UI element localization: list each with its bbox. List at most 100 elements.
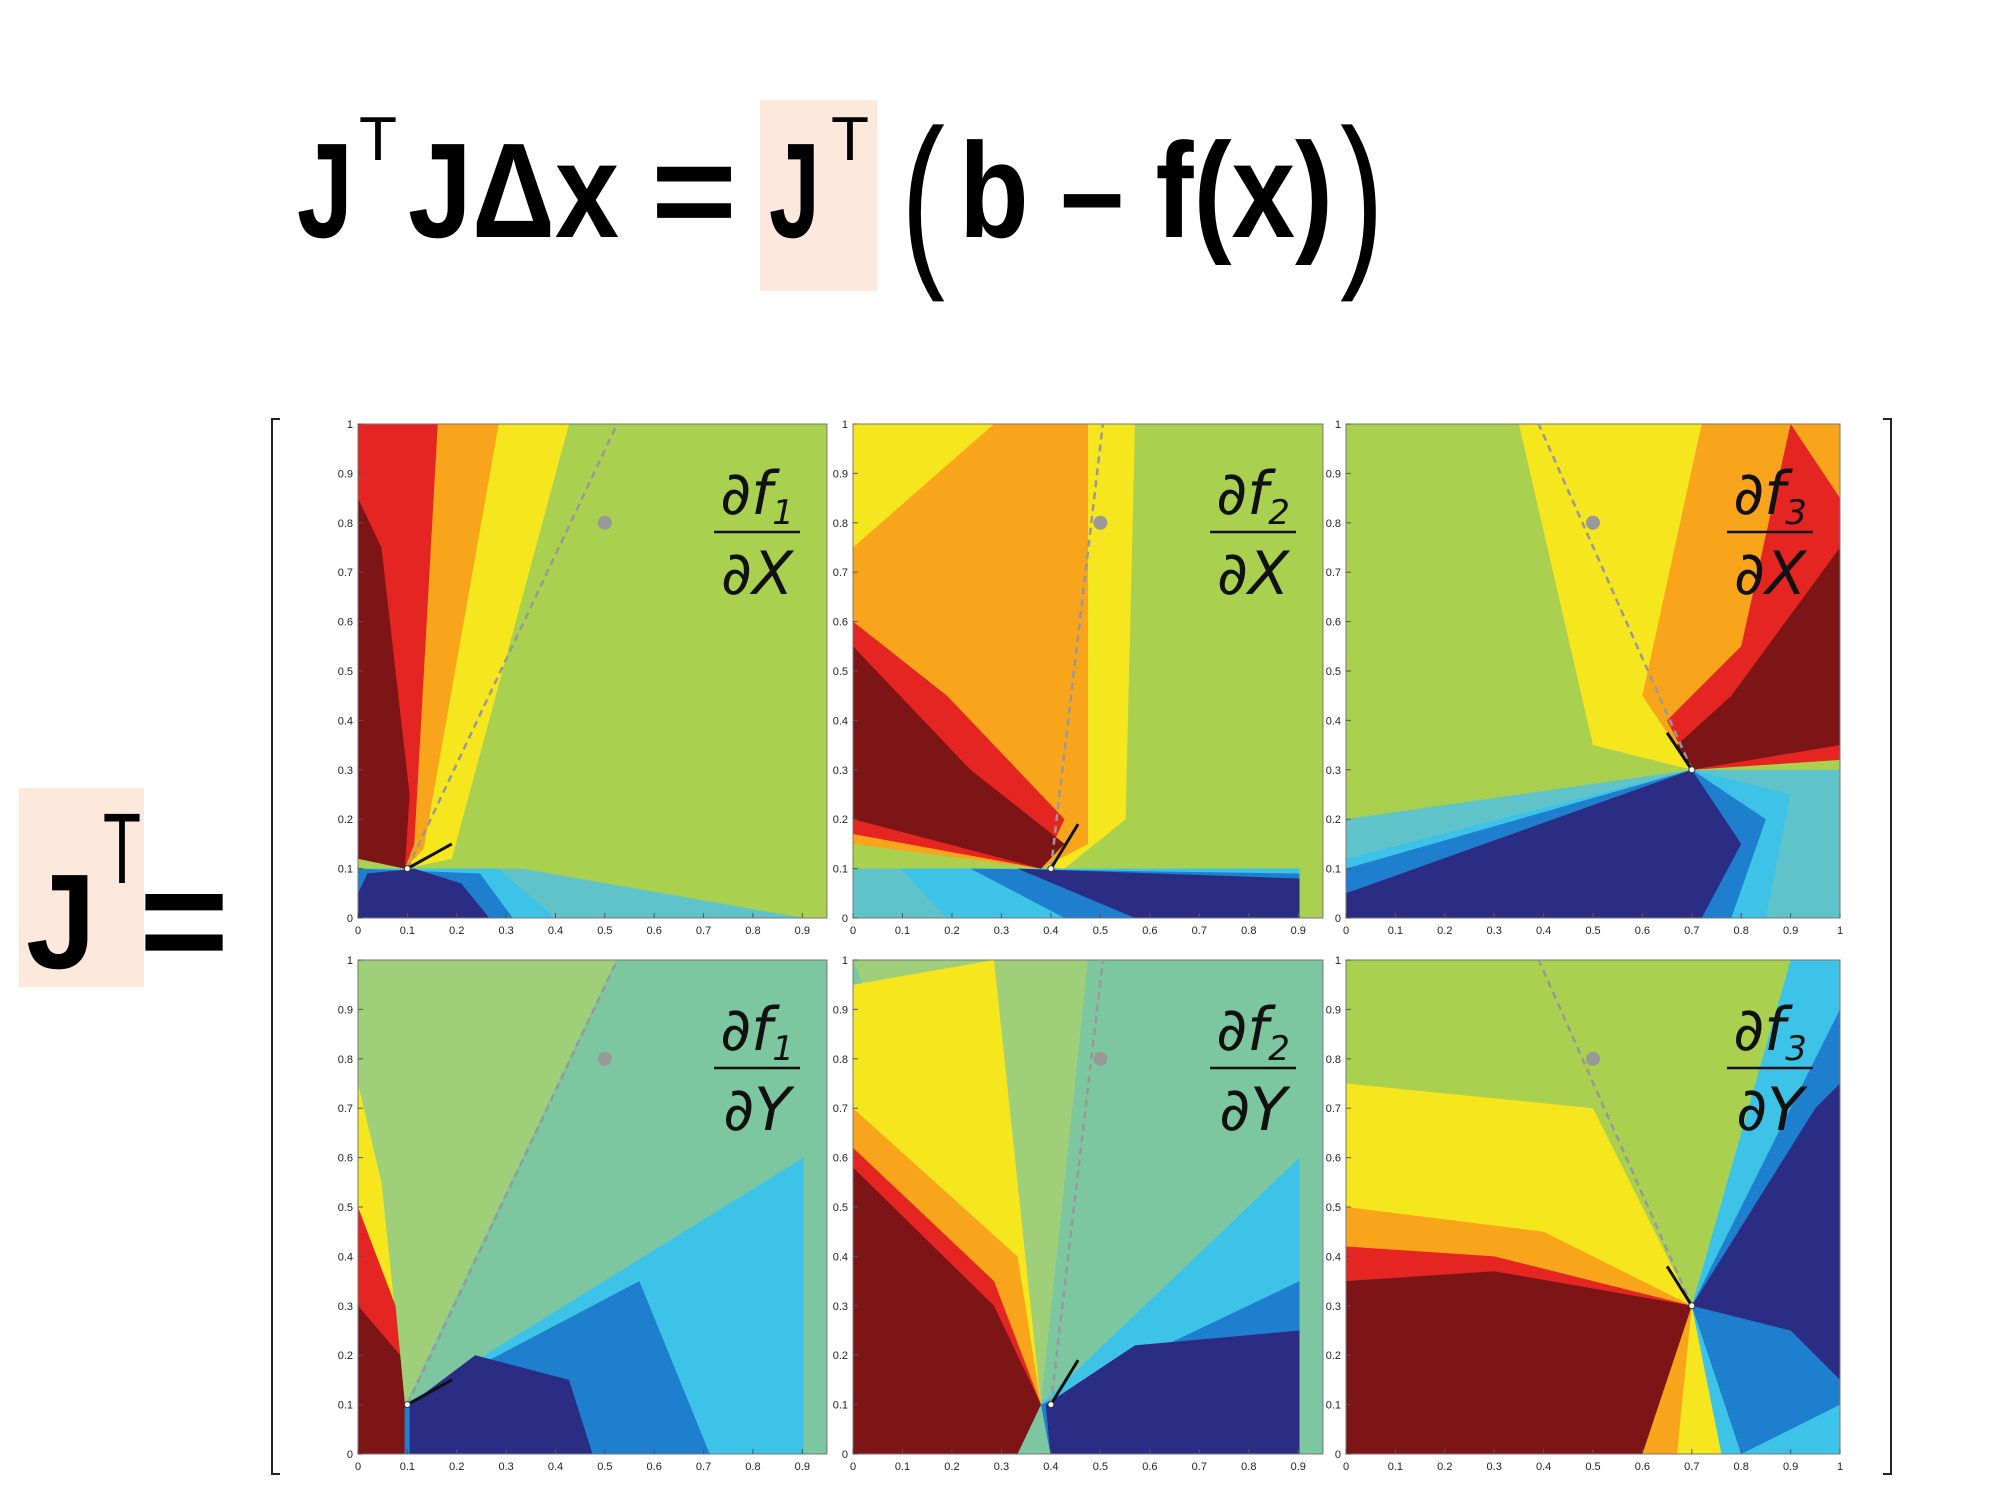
y-tick-label: 0.5 — [1326, 666, 1341, 678]
y-tick-label: 1 — [1335, 955, 1341, 967]
y-tick-label: 0 — [1335, 1449, 1341, 1461]
label-subscript: 2 — [1268, 493, 1290, 533]
highlight — [19, 788, 144, 987]
bearing-ray — [1049, 959, 1105, 1405]
x-tick-label: 0 — [850, 925, 856, 937]
y-tick-label: 0.7 — [1326, 1103, 1341, 1115]
label-subscript: 2 — [1268, 1029, 1290, 1069]
panel: 0 0.1 0.2 0.3 0.4 0.5 0.6 0.7 0.8 0.9 1 0 0.1 0.2 0.3 0… — [1326, 419, 1843, 937]
label-denominator: ∂X — [1734, 539, 1808, 609]
field-band — [1346, 1271, 1692, 1454]
y-tick-label: 0.8 — [1326, 518, 1341, 530]
anchor-point — [403, 1401, 411, 1409]
target-point — [1093, 1051, 1108, 1066]
x-tick-label: 0.6 — [1635, 1461, 1650, 1473]
label-denominator: ∂X — [721, 539, 795, 609]
field-band — [1676, 547, 1840, 770]
y-tick-label: 0.6 — [833, 617, 848, 629]
eq-j: J — [769, 115, 820, 266]
panel: 0 0.1 0.2 0.3 0.4 0.5 0.6 0.7 0.8 0.9 1 0 0.1 0.2 0.3 0… — [1326, 955, 1843, 1473]
field-band — [853, 646, 1065, 869]
y-tick-label: 0.9 — [833, 468, 848, 480]
x-tick-label: 0.7 — [696, 1461, 711, 1473]
field — [1346, 960, 1840, 1454]
y-tick-label: 0.6 — [1326, 1153, 1341, 1165]
x-tick-label: 0.7 — [1684, 925, 1699, 937]
target-point — [1586, 515, 1600, 530]
label-subscript: 3 — [1785, 493, 1807, 533]
x-tick-label: 0.9 — [795, 925, 810, 937]
x-tick-label: 0.9 — [1783, 1461, 1798, 1473]
y-tick-label: 0.4 — [833, 715, 848, 727]
y-tick-label: 0.3 — [1326, 765, 1341, 777]
x-tick-label: 1 — [1837, 1461, 1843, 1473]
field-band — [1045, 1330, 1300, 1454]
x-tick-label: 0.4 — [1043, 925, 1058, 937]
x-tick-label: 0.4 — [1043, 1461, 1058, 1473]
y-tick-label: 0.3 — [833, 765, 848, 777]
field-band — [853, 1167, 1041, 1454]
y-tick-label: 0.9 — [1326, 468, 1341, 480]
x-tick-label: 0.1 — [400, 925, 415, 937]
x-tick-label: 0.7 — [696, 925, 711, 937]
eq-rhs: b – f(x) — [959, 115, 1333, 266]
label-numerator-text: ∂f — [1216, 995, 1276, 1065]
x-tick-label: 0.2 — [449, 1461, 464, 1473]
y-tick-label: 0.1 — [833, 1400, 848, 1412]
x-tick-label: 0.1 — [895, 1461, 910, 1473]
field-band — [1017, 868, 1300, 918]
y-tick-label: 0.5 — [338, 1202, 353, 1214]
eq-equals: = — [651, 115, 737, 266]
y-tick-label: 0.4 — [1326, 1251, 1341, 1263]
x-tick-label: 0.9 — [1291, 1461, 1306, 1473]
y-tick-label: 0.6 — [338, 617, 353, 629]
x-tick-label: 0.6 — [647, 1461, 662, 1473]
label-numerator-text: ∂f — [720, 459, 780, 529]
label-numerator: ∂f1 — [720, 459, 794, 533]
label-numerator-text: ∂f — [1733, 459, 1793, 529]
anchor-point — [1047, 1401, 1055, 1409]
eq-sup: T — [359, 105, 397, 174]
x-tick-label: 0.3 — [994, 1461, 1009, 1473]
x-tick-label: 0 — [355, 925, 361, 937]
eq-paren: ( — [901, 91, 945, 303]
x-tick-label: 0.9 — [1783, 925, 1798, 937]
x-tick-label: 0.5 — [1585, 1461, 1600, 1473]
x-tick-label: 0.7 — [1192, 1461, 1207, 1473]
y-tick-label: 0.9 — [338, 1004, 353, 1016]
anchor-point — [1688, 1302, 1696, 1310]
y-tick-label: 0 — [347, 1449, 353, 1461]
x-tick-label: 0.5 — [597, 1461, 612, 1473]
y-tick-label: 0.7 — [338, 567, 353, 579]
x-tick-label: 0.9 — [795, 1461, 810, 1473]
y-tick-label: 0.2 — [338, 814, 353, 826]
y-tick-label: 0 — [1335, 913, 1341, 925]
label-numerator: ∂f2 — [1216, 995, 1290, 1069]
label-numerator-text: ∂f — [1216, 459, 1276, 529]
y-tick-label: 0.5 — [1326, 1202, 1341, 1214]
y-tick-label: 0.2 — [833, 814, 848, 826]
y-tick-label: 0.7 — [833, 1103, 848, 1115]
x-tick-label: 0.4 — [548, 925, 563, 937]
x-tick-label: 0 — [355, 1461, 361, 1473]
target-point — [1586, 1051, 1600, 1066]
bearing-ray — [406, 959, 619, 1406]
x-tick-label: 0.9 — [1291, 925, 1306, 937]
label-denominator: ∂X — [1217, 539, 1291, 609]
x-tick-label: 0.7 — [1192, 925, 1207, 937]
y-tick-label: 0.9 — [833, 1004, 848, 1016]
anchor-point — [403, 865, 411, 873]
anchor-point — [1047, 865, 1055, 873]
y-tick-label: 0.9 — [1326, 1004, 1341, 1016]
field — [1346, 424, 1840, 918]
y-tick-label: 0.1 — [1326, 864, 1341, 876]
y-tick-label: 0.8 — [338, 1054, 353, 1066]
label-numerator: ∂f2 — [1216, 459, 1290, 533]
label-numerator: ∂f3 — [1733, 459, 1807, 533]
y-tick-label: 0.2 — [1326, 1350, 1341, 1362]
eq-paren: ) — [1340, 91, 1384, 303]
bearing-ray — [1537, 959, 1693, 1307]
y-tick-label: 0.9 — [338, 468, 353, 480]
y-tick-label: 0.8 — [338, 518, 353, 530]
x-tick-label: 0.2 — [449, 925, 464, 937]
